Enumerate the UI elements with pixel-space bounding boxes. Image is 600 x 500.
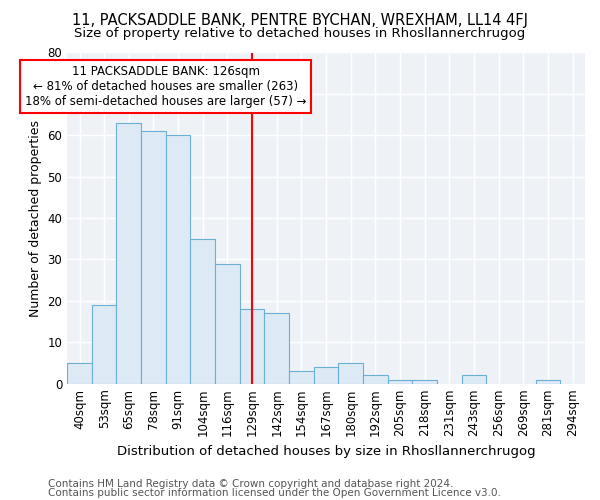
Y-axis label: Number of detached properties: Number of detached properties bbox=[29, 120, 42, 316]
Bar bbox=[462, 376, 487, 384]
Bar bbox=[289, 372, 314, 384]
Bar bbox=[388, 380, 412, 384]
Text: Contains public sector information licensed under the Open Government Licence v3: Contains public sector information licen… bbox=[48, 488, 501, 498]
Bar bbox=[314, 367, 338, 384]
Bar bbox=[412, 380, 437, 384]
Bar bbox=[92, 305, 116, 384]
Bar bbox=[265, 314, 289, 384]
Bar bbox=[363, 376, 388, 384]
Bar bbox=[166, 136, 190, 384]
Text: 11 PACKSADDLE BANK: 126sqm
← 81% of detached houses are smaller (263)
18% of sem: 11 PACKSADDLE BANK: 126sqm ← 81% of deta… bbox=[25, 65, 307, 108]
Bar bbox=[240, 309, 265, 384]
Bar bbox=[338, 363, 363, 384]
Text: Contains HM Land Registry data © Crown copyright and database right 2024.: Contains HM Land Registry data © Crown c… bbox=[48, 479, 454, 489]
Bar bbox=[536, 380, 560, 384]
Bar bbox=[116, 123, 141, 384]
X-axis label: Distribution of detached houses by size in Rhosllannerchrugog: Distribution of detached houses by size … bbox=[117, 444, 535, 458]
Text: 11, PACKSADDLE BANK, PENTRE BYCHAN, WREXHAM, LL14 4FJ: 11, PACKSADDLE BANK, PENTRE BYCHAN, WREX… bbox=[72, 12, 528, 28]
Bar bbox=[141, 131, 166, 384]
Bar bbox=[67, 363, 92, 384]
Bar bbox=[190, 239, 215, 384]
Bar bbox=[215, 264, 240, 384]
Text: Size of property relative to detached houses in Rhosllannerchrugog: Size of property relative to detached ho… bbox=[74, 28, 526, 40]
